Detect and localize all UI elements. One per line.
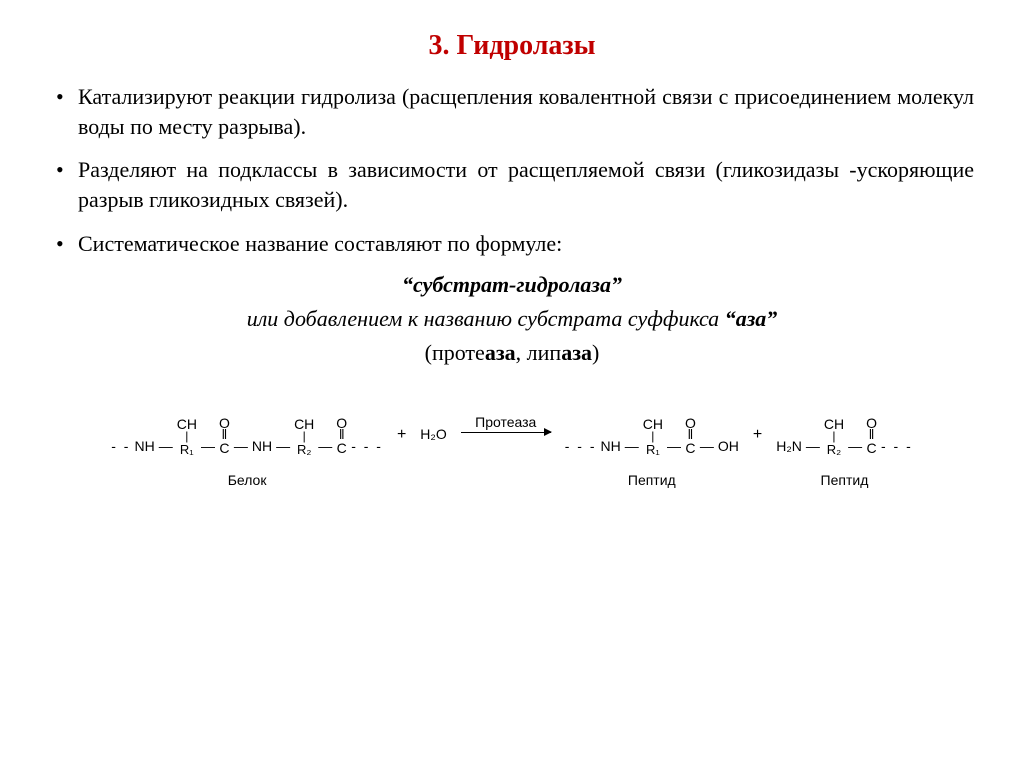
- bond: —: [846, 438, 864, 454]
- plus-sign: +: [749, 426, 766, 444]
- bond: —: [316, 438, 334, 454]
- h2n-group: H₂N: [774, 438, 804, 454]
- protein-molecule: - - NH — CH | R₁ — O ‖ C — NH — CH | R₂ …: [109, 406, 385, 488]
- chain-ellipsis: - - -: [879, 438, 915, 454]
- double-bond: ‖: [221, 430, 227, 440]
- c-atom: C: [685, 440, 695, 457]
- carbonyl-2: O ‖ C: [334, 416, 349, 457]
- plus-sign: +: [393, 426, 410, 444]
- peptide2-label: Пептид: [821, 472, 869, 488]
- bond-vertical: |: [651, 432, 654, 442]
- ch-r2-group: CH | R₂: [292, 416, 316, 457]
- bond: —: [804, 438, 822, 454]
- protein-label: Белок: [228, 472, 267, 488]
- bullet-list: Катализируют реакции гидролиза (расщепле…: [50, 82, 974, 258]
- ch-label: CH: [641, 416, 665, 432]
- nh-group: NH: [132, 438, 156, 454]
- ch-r2-group: CH | R₂: [822, 416, 846, 457]
- enzyme-label: Протеаза: [475, 414, 536, 430]
- bullet-item: Разделяют на подклассы в зависимости от …: [50, 155, 974, 214]
- double-bond: ‖: [869, 430, 875, 440]
- c-atom: C: [219, 440, 229, 457]
- formula-main: “субстрат-гидролаза”: [50, 272, 974, 298]
- r1-label: R₁: [180, 442, 194, 457]
- r1-label: R₁: [646, 442, 660, 457]
- example-bold-2: аза: [561, 340, 592, 365]
- bond-vertical: |: [832, 432, 835, 442]
- reaction-diagram: - - NH — CH | R₁ — O ‖ C — NH — CH | R₂ …: [50, 406, 974, 488]
- ch-label: CH: [292, 416, 316, 432]
- example-prefix: (проте: [425, 340, 485, 365]
- bond: —: [665, 438, 683, 454]
- chain-ellipsis: - -: [109, 438, 132, 454]
- bond: —: [232, 438, 250, 454]
- r2-label: R₂: [827, 442, 841, 457]
- bond-vertical: |: [185, 432, 188, 442]
- peptide2-structure: H₂N — CH | R₂ — O ‖ C - - -: [774, 406, 915, 466]
- carbonyl: O ‖ C: [864, 416, 879, 457]
- page-title: 3. Гидролазы: [50, 30, 974, 62]
- bond: —: [157, 438, 175, 454]
- chain-ellipsis: - - -: [349, 438, 385, 454]
- formula-or-suffix: “аза”: [725, 306, 778, 331]
- peptide1-structure: - - - NH — CH | R₁ — O ‖ C — OH: [563, 406, 741, 466]
- formula-or: или добавлением к названию субстрата суф…: [50, 306, 974, 332]
- carbonyl: O ‖ C: [683, 416, 698, 457]
- peptide1-molecule: - - - NH — CH | R₁ — O ‖ C — OH Пептид: [563, 406, 741, 488]
- r2-label: R₂: [297, 442, 311, 457]
- bond-vertical: |: [303, 432, 306, 442]
- double-bond: ‖: [688, 430, 694, 440]
- bond: —: [199, 438, 217, 454]
- c-atom: C: [866, 440, 876, 457]
- bond: —: [623, 438, 641, 454]
- bullet-item: Систематическое название составляют по ф…: [50, 229, 974, 259]
- chain-ellipsis: - - -: [563, 438, 599, 454]
- carbonyl-1: O ‖ C: [217, 416, 232, 457]
- peptide2-molecule: H₂N — CH | R₂ — O ‖ C - - - Пептид: [774, 406, 915, 488]
- peptide1-label: Пептид: [628, 472, 676, 488]
- ch-label: CH: [175, 416, 199, 432]
- example-line: (протеаза, липаза): [50, 340, 974, 366]
- nh-group: NH: [250, 438, 274, 454]
- nh-group: NH: [599, 438, 623, 454]
- water-molecule: H₂O: [418, 426, 448, 442]
- bullet-item: Катализируют реакции гидролиза (расщепле…: [50, 82, 974, 141]
- formula-or-prefix: или добавлением к названию субстрата суф…: [247, 306, 725, 331]
- protein-structure: - - NH — CH | R₁ — O ‖ C — NH — CH | R₂ …: [109, 406, 385, 466]
- double-bond: ‖: [339, 430, 345, 440]
- example-suffix: ): [592, 340, 599, 365]
- bond: —: [274, 438, 292, 454]
- ch-label: CH: [822, 416, 846, 432]
- ch-r1-group: CH | R₁: [641, 416, 665, 457]
- oh-group: OH: [716, 438, 741, 454]
- bond: —: [698, 438, 716, 454]
- arrow-line: [461, 432, 551, 433]
- ch-r1-group: CH | R₁: [175, 416, 199, 457]
- example-bold-1: аза: [485, 340, 516, 365]
- example-mid: , лип: [516, 340, 562, 365]
- c-atom: C: [337, 440, 347, 457]
- reaction-arrow: Протеаза: [457, 414, 555, 433]
